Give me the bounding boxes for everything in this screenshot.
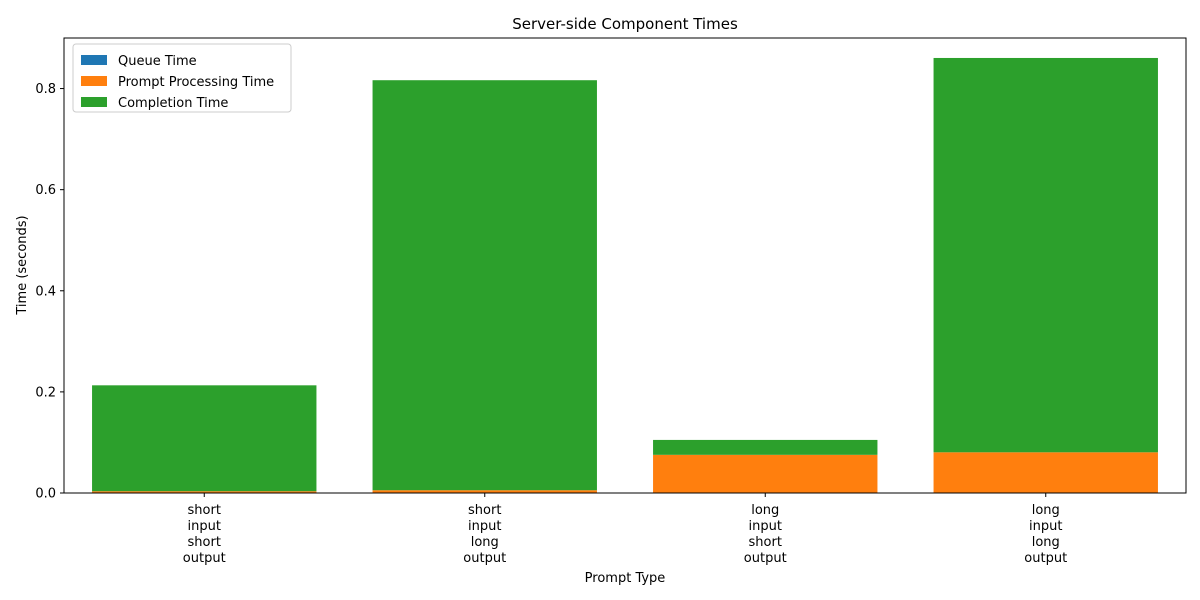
y-axis-label: Time (seconds) (15, 215, 30, 315)
x-tick-label: long input short output (744, 503, 787, 566)
y-tick-label: 0.2 (35, 385, 56, 400)
legend-swatch (81, 76, 107, 86)
bar-prompt-processing-time-3 (933, 452, 1158, 493)
legend-box (72, 43, 292, 113)
legend-swatch (81, 55, 107, 65)
bar-prompt-processing-time-1 (372, 490, 597, 493)
x-axis-label: Prompt Type (585, 571, 666, 586)
chart-title: Server-side Component Times (512, 15, 738, 33)
bars-group (92, 57, 1158, 493)
bar-completion-time-0 (92, 385, 317, 492)
bar-completion-time-2 (653, 439, 878, 455)
legend-label: Completion Time (118, 96, 228, 111)
plot-frame (63, 37, 1187, 494)
x-tick-label: short input long output (463, 503, 506, 566)
bar-prompt-processing-time-2 (653, 454, 878, 493)
y-tick-label: 0.4 (35, 284, 56, 299)
y-tick-label: 0.6 (35, 183, 56, 198)
y-tick-label: 0.8 (35, 82, 56, 97)
bar-completion-time-1 (372, 80, 597, 491)
legend-label: Queue Time (118, 54, 197, 69)
legend: Queue Time Prompt Processing Time Completi… (72, 43, 292, 113)
bar-completion-time-3 (933, 57, 1158, 453)
axes-group: 0.0 0.2 0.4 0.6 0.8 short input short output shor… (35, 37, 1187, 566)
x-tick-label: long input long output (1024, 503, 1067, 566)
legend-label: Prompt Processing Time (118, 75, 274, 90)
legend-swatch (81, 97, 107, 107)
x-tick-label: short input short output (183, 503, 226, 566)
bar-prompt-processing-time-0 (92, 491, 317, 493)
y-tick-label: 0.0 (35, 487, 56, 502)
